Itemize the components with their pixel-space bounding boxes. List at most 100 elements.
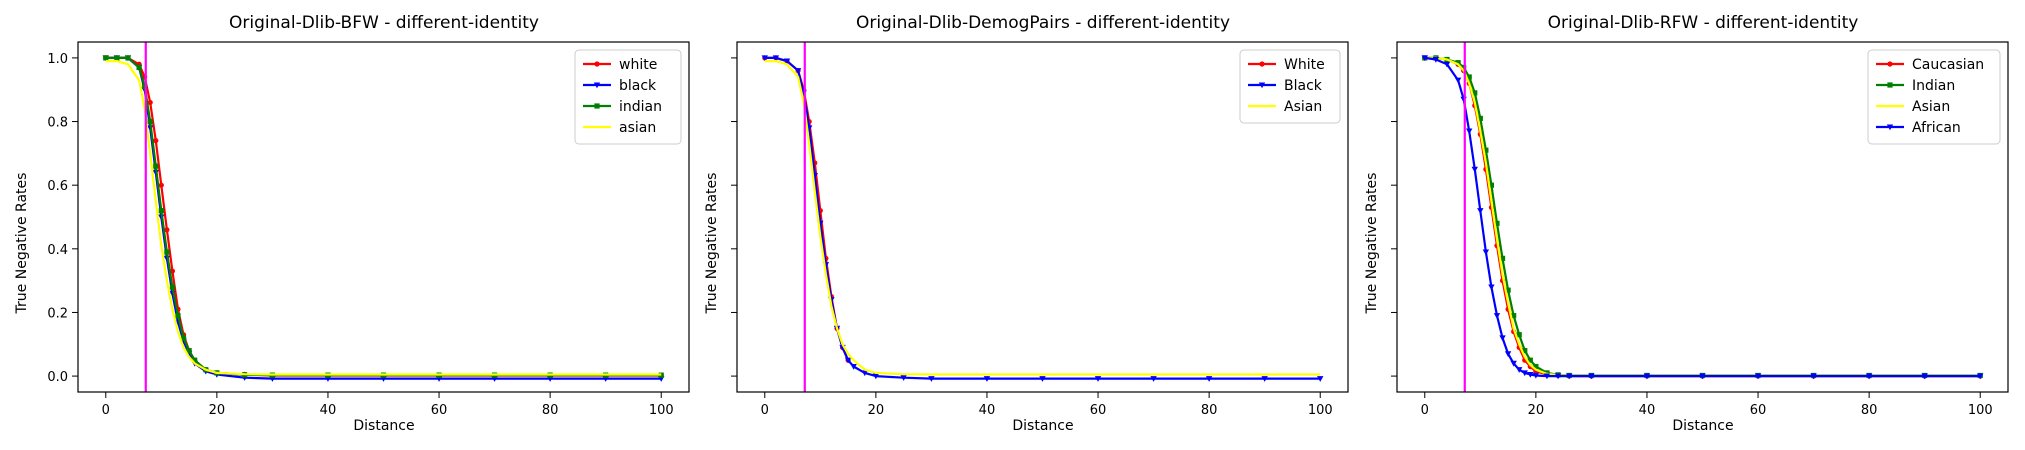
data-point [1554,373,1562,380]
chart-title: Original-Dlib-DemogPairs - different-ide… [856,13,1230,33]
x-axis-label: Distance [1672,418,1733,434]
data-point [1754,373,1762,380]
x-tick-label: 80 [542,403,559,418]
legend-label: black [619,78,657,94]
data-point [1455,60,1461,66]
data-point [1466,74,1472,80]
plot-area: 0 20 40 60 80 100 White Black Asian [731,41,1349,418]
x-tick-label: 40 [1639,403,1656,418]
data-point [1150,376,1157,382]
y-tick-label: 0.0 [47,370,68,385]
plot-area: 0 20 40 60 80 100 Caucasian Indian Asian African [1391,41,2009,418]
data-point [1259,61,1265,67]
chart-title: Original-Dlib-BFW - different-identity [229,13,539,33]
x-tick-label: 100 [649,403,674,418]
data-point [1643,373,1651,380]
data-point [658,372,664,378]
x-tick-label: 20 [209,403,226,418]
legend-label: Indian [1912,78,1955,94]
chart-panel-bfw: Original-Dlib-BFW - different-identity D… [14,13,690,434]
data-point [142,83,148,90]
axes-frame [736,41,1349,393]
axes-frame [1396,41,2009,393]
data-point [1887,61,1893,67]
data-point [1522,348,1528,354]
data-point [1521,370,1528,377]
y-axis-label: True Negative Rates [704,173,720,315]
y-tick-label: 0.6 [47,179,68,194]
axes-frame [77,41,690,393]
data-point [783,58,791,65]
data-point [1699,373,1706,380]
data-point [114,55,120,61]
data-point [1543,373,1551,380]
data-point [164,227,170,233]
data-point [794,68,802,74]
data-point [1477,208,1484,214]
data-point [175,313,181,319]
x-tick-label: 20 [868,403,885,418]
x-axis-label: Distance [1012,418,1073,434]
data-point [850,363,857,370]
data-point [594,103,600,109]
data-point [1488,182,1495,188]
data-point [1527,357,1533,363]
data-point [1504,351,1512,358]
data-point [772,55,780,62]
x-tick-label: 0 [102,403,110,418]
data-point [1205,376,1213,382]
data-point [1443,61,1451,68]
data-point [761,55,768,62]
data-point [153,138,159,144]
data-point [1421,55,1428,62]
data-point [593,82,601,89]
data-point [1886,124,1894,131]
data-point [164,249,170,255]
data-point [1432,56,1440,63]
data-point [1865,373,1873,380]
x-tick-label: 0 [1421,403,1429,418]
x-tick-label: 60 [431,403,448,418]
data-point [1488,284,1495,291]
chart-title: Original-Dlib-RFW - different-identity [1548,13,1859,33]
legend-label: asian [619,120,656,136]
data-point [1472,90,1478,96]
data-point [1261,376,1268,382]
legend-label: African [1912,120,1961,136]
data-point [1454,77,1462,84]
legend-box [1867,49,2001,145]
y-tick-label: 0.4 [47,243,68,258]
data-point [1483,147,1489,153]
data-point [844,357,852,364]
x-tick-label: 80 [1861,403,1878,418]
data-point [928,376,935,382]
data-point [1977,373,1984,380]
data-point [1482,249,1490,256]
data-point [1493,313,1501,319]
data-point [1511,313,1517,319]
data-point [180,335,187,341]
data-point [1532,372,1540,379]
x-tick-label: 0 [761,403,769,418]
data-point [1094,376,1102,382]
data-point [1510,360,1517,367]
data-point [1505,287,1511,293]
data-point [1039,376,1046,382]
legend-box [1239,49,1341,124]
x-tick-label: 60 [1090,403,1107,418]
data-point [1516,367,1523,373]
data-point [1810,373,1817,380]
legend-label: Black [1284,78,1323,94]
data-point [1565,373,1573,380]
data-point [136,64,142,71]
data-point [1527,371,1534,378]
x-tick-label: 60 [1750,403,1767,418]
data-point [1494,220,1500,226]
data-point [169,284,176,290]
y-tick-label: 0.2 [47,306,68,321]
plot-area: 0 20 40 60 80 100 0.0 0.2 0.4 0.6 0.8 1.0 white black… [47,41,690,418]
data-point [1258,82,1266,89]
y-axis-label: True Negative Rates [1364,173,1380,315]
